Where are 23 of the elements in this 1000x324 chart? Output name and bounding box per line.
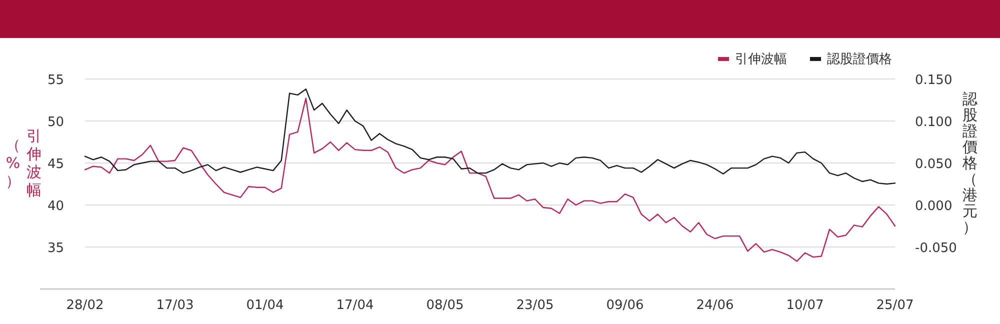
x-tick-label: 08/05	[426, 298, 464, 313]
x-tick-label: 23/05	[516, 298, 554, 313]
y2-axis-title: 認股證價格（港元）	[962, 90, 978, 236]
legend-label: 認股證價格	[827, 52, 892, 67]
x-tick-label: 17/03	[156, 298, 194, 313]
x-tick-label: 10/07	[786, 298, 824, 313]
x-tick-label: 01/04	[246, 298, 284, 313]
x-tick-label: 28/02	[66, 298, 104, 313]
y-tick-label: 55	[47, 73, 64, 88]
y-tick-label: 50	[47, 115, 64, 130]
y2-tick-label: -0.050	[915, 241, 957, 256]
y-tick-label: 35	[47, 241, 64, 256]
x-tick-label: 25/07	[876, 298, 914, 313]
legend-label: 引伸波幅	[735, 52, 787, 67]
x-tick-label: 09/06	[606, 298, 644, 313]
y2-tick-label: 0.100	[915, 115, 952, 130]
y-tick-label: 45	[47, 157, 64, 172]
x-tick-label: 17/04	[336, 298, 374, 313]
y2-tick-label: 0.150	[915, 73, 952, 88]
y2-tick-label: 0.050	[915, 157, 952, 172]
y2-tick-label: 0.000	[915, 199, 952, 214]
x-tick-label: 24/06	[696, 298, 734, 313]
y-tick-label: 40	[47, 199, 64, 214]
